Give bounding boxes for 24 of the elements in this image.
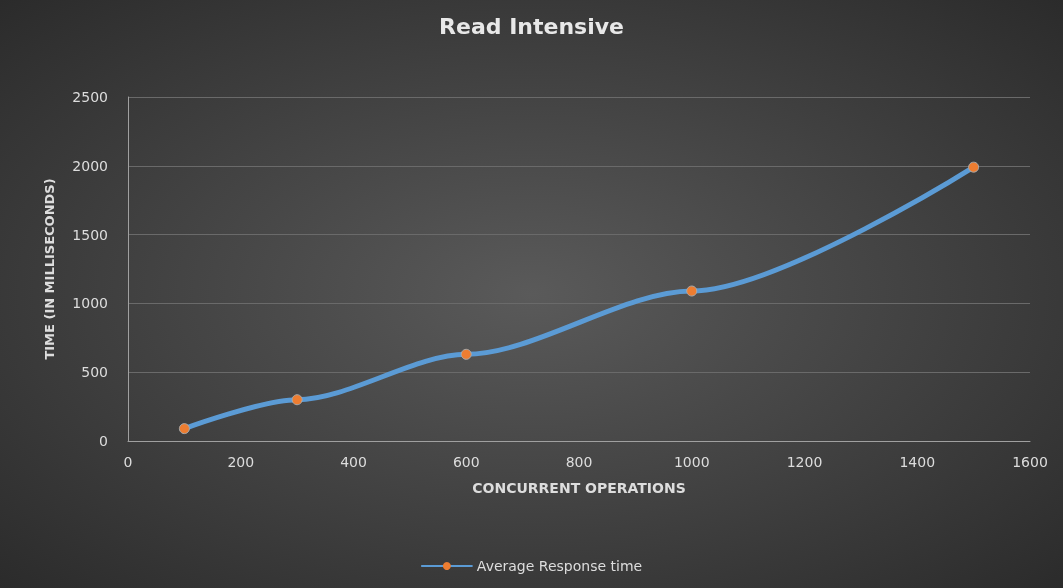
x-tick-label: 1200: [786, 454, 823, 470]
y-tick-label: 2500: [72, 89, 108, 105]
x-tick-label: 1400: [899, 454, 936, 470]
x-tick-label: 800: [565, 454, 593, 470]
y-tick-label: 0: [99, 433, 108, 449]
x-tick-label: 1000: [673, 454, 710, 470]
x-tick-label: 600: [452, 454, 480, 470]
point: [460, 348, 472, 360]
x-tick-label: 400: [340, 454, 367, 470]
y-axis-title: TIME (IN MILLISECONDS): [42, 178, 57, 360]
x-tick-label: 1600: [1012, 454, 1048, 470]
x-axis-title: CONCURRENT OPERATIONS: [472, 480, 686, 496]
x-tick-label: 0: [123, 454, 133, 470]
y-tick-label: 1500: [72, 226, 108, 243]
chart-title: Read Intensive: [439, 13, 624, 39]
point: [291, 394, 303, 406]
y-tick-label: 1000: [72, 295, 108, 312]
y-tick-label: 2000: [72, 157, 108, 174]
point: [686, 285, 698, 297]
legend-label: Average Response time: [476, 558, 643, 574]
x-tick-label: 200: [227, 454, 255, 470]
point: [968, 161, 980, 173]
point: [178, 423, 190, 435]
y-tick-label: 500: [81, 364, 108, 381]
